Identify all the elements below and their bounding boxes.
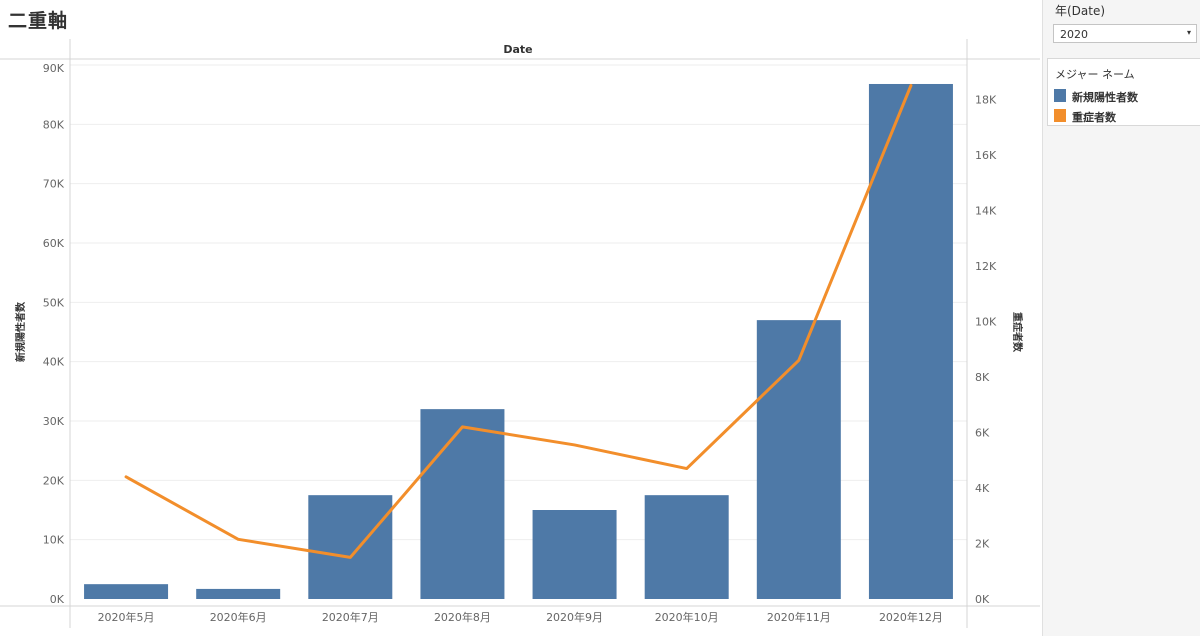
x-tick-label: 2020年11月 (767, 610, 831, 624)
left-tick-label: 10K (43, 534, 65, 547)
legend-swatch-orange (1054, 109, 1066, 122)
x-tick-label: 2020年6月 (210, 610, 267, 624)
x-tick-label: 2020年12月 (879, 610, 943, 624)
x-tick-label: 2020年5月 (98, 610, 155, 624)
left-tick-label: 0K (50, 593, 65, 606)
right-tick-label: 8K (975, 371, 990, 384)
bar (196, 588, 281, 599)
x-tick-label: 2020年10月 (655, 610, 719, 624)
right-tick-label: 12K (975, 260, 997, 273)
bar (756, 320, 841, 599)
legend: メジャー ネーム 新規陽性者数 重症者数 (1047, 58, 1200, 126)
left-tick-label: 80K (43, 118, 65, 131)
dual-axis-chart: Date 0K 10K 20K 30K 40K 50K 60K 70K 80K 90K 0K 2K 4… (0, 39, 1040, 628)
year-filter-title: 年(Date) (1055, 4, 1106, 18)
line-series (124, 84, 913, 559)
legend-label: 新規陽性者数 (1072, 91, 1138, 104)
series-line (124, 84, 913, 559)
legend-swatch-blue (1054, 89, 1066, 102)
right-tick-label: 18K (975, 93, 997, 106)
left-tick-label: 90K (43, 62, 65, 75)
left-tick-label: 40K (43, 356, 65, 369)
left-tick-label: 50K (43, 296, 65, 309)
chart-frame (0, 39, 1040, 628)
left-tick-label: 70K (43, 178, 65, 191)
column-header: Date (503, 43, 532, 56)
x-axis: 2020年5月 2020年6月 2020年7月 2020年8月 2020年9月 2020年… (98, 610, 943, 624)
page-title: 二重軸 (8, 10, 69, 32)
bar (868, 83, 953, 599)
left-axis: 0K 10K 20K 30K 40K 50K 60K 70K 80K 90K (43, 62, 65, 606)
left-tick-label: 20K (43, 474, 65, 487)
left-axis-title: 新規陽性者数 (14, 301, 27, 362)
right-tick-label: 6K (975, 426, 990, 439)
chevron-down-icon[interactable]: ▾ (1186, 28, 1191, 37)
bar (532, 510, 617, 599)
bar-series (84, 83, 953, 599)
right-axis-title: 重症者数 (1011, 312, 1024, 353)
legend-label: 重症者数 (1072, 111, 1116, 124)
side-panel: 年(Date) 2020 ▾ メジャー ネーム 新規陽性者数 重症者数 (1042, 0, 1200, 636)
right-tick-label: 2K (975, 537, 990, 550)
right-tick-label: 4K (975, 482, 990, 495)
right-tick-label: 10K (975, 315, 997, 328)
bar (308, 495, 393, 599)
right-axis: 0K 2K 4K 6K 8K 10K 12K 14K 16K 18K (975, 93, 997, 606)
left-tick-label: 30K (43, 415, 65, 428)
bar (84, 584, 169, 599)
x-tick-label: 2020年7月 (322, 610, 379, 624)
year-filter-value: 2020 (1060, 28, 1088, 41)
right-tick-label: 14K (975, 204, 997, 217)
x-tick-label: 2020年8月 (434, 610, 491, 624)
right-tick-label: 16K (975, 149, 997, 162)
left-tick-label: 60K (43, 237, 65, 250)
year-filter-dropdown[interactable]: 2020 ▾ (1053, 24, 1197, 43)
bar (644, 495, 729, 599)
bar (420, 409, 505, 599)
legend-title: メジャー ネーム (1055, 68, 1135, 81)
right-tick-label: 0K (975, 593, 990, 606)
x-tick-label: 2020年9月 (546, 610, 603, 624)
